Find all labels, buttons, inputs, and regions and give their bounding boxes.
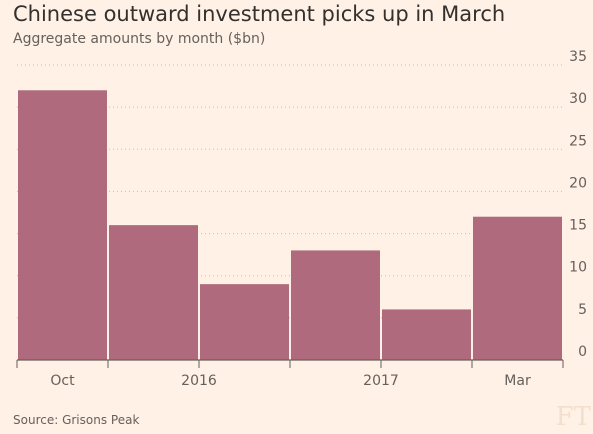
bar <box>291 250 380 360</box>
y-tick-label: 20 <box>569 175 587 191</box>
bar <box>200 284 289 360</box>
ft-logo: FT <box>555 402 591 432</box>
y-tick-label: 10 <box>569 260 587 276</box>
x-tick-label: Mar <box>504 373 531 389</box>
bar <box>473 216 562 360</box>
x-tick-label: 2017 <box>363 373 399 389</box>
source-note: Source: Grisons Peak <box>13 413 140 427</box>
bar <box>109 225 198 360</box>
y-tick-label: 5 <box>578 302 587 318</box>
y-tick-label: 30 <box>569 91 587 107</box>
bar <box>382 309 471 360</box>
chart-title: Chinese outward investment picks up in M… <box>13 2 506 26</box>
x-tick-label: Oct <box>50 373 75 389</box>
chart-subtitle: Aggregate amounts by month ($bn) <box>13 31 266 47</box>
y-tick-label: 35 <box>569 49 587 65</box>
y-tick-label: 25 <box>569 133 587 149</box>
y-tick-label: 0 <box>578 344 587 360</box>
bar <box>18 90 107 361</box>
x-tick-label: 2016 <box>181 373 217 389</box>
y-tick-label: 15 <box>569 218 587 234</box>
